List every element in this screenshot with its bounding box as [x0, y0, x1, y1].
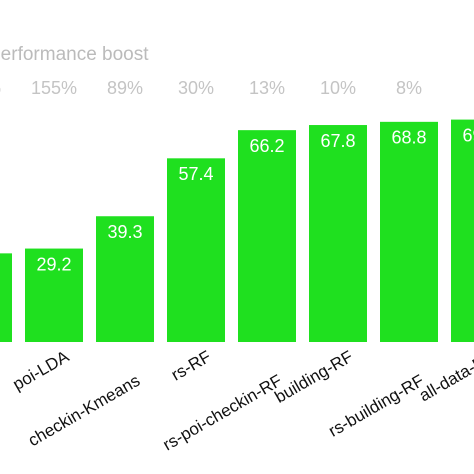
x-tick-label: rs-building-RF	[325, 371, 427, 441]
bar	[238, 130, 296, 342]
x-tick-label: checkin-Kmeans	[25, 371, 143, 450]
value-label: 69.5	[462, 125, 474, 145]
boost-label: 13%	[249, 78, 285, 98]
boost-label: 59%	[0, 78, 1, 98]
x-tick-label: poi-LDA	[10, 347, 73, 394]
bar	[25, 248, 83, 342]
value-label: 67.8	[320, 131, 355, 151]
x-tick-label: all-data-RF	[416, 347, 474, 406]
boost-label: 89%	[107, 78, 143, 98]
value-label: 29.2	[36, 254, 71, 274]
value-label: 66.2	[249, 136, 284, 156]
bar	[380, 121, 438, 342]
value-label: 27.7	[0, 259, 1, 279]
boost-label: 8%	[396, 78, 422, 98]
chart-title: Performance boost	[0, 44, 149, 65]
x-tick-label: building-RF	[271, 347, 356, 407]
boost-label: 30%	[178, 78, 214, 98]
value-label: 39.3	[107, 222, 142, 242]
x-tick-label: rs-RF	[168, 347, 214, 385]
bar	[96, 216, 154, 342]
boost-label: 155%	[31, 78, 77, 98]
bar	[451, 119, 474, 342]
value-label: 57.4	[178, 164, 213, 184]
bar	[0, 253, 12, 342]
bar	[167, 158, 225, 342]
boost-label: 10%	[320, 78, 356, 98]
value-label: 68.8	[391, 128, 426, 148]
bar	[309, 125, 367, 342]
